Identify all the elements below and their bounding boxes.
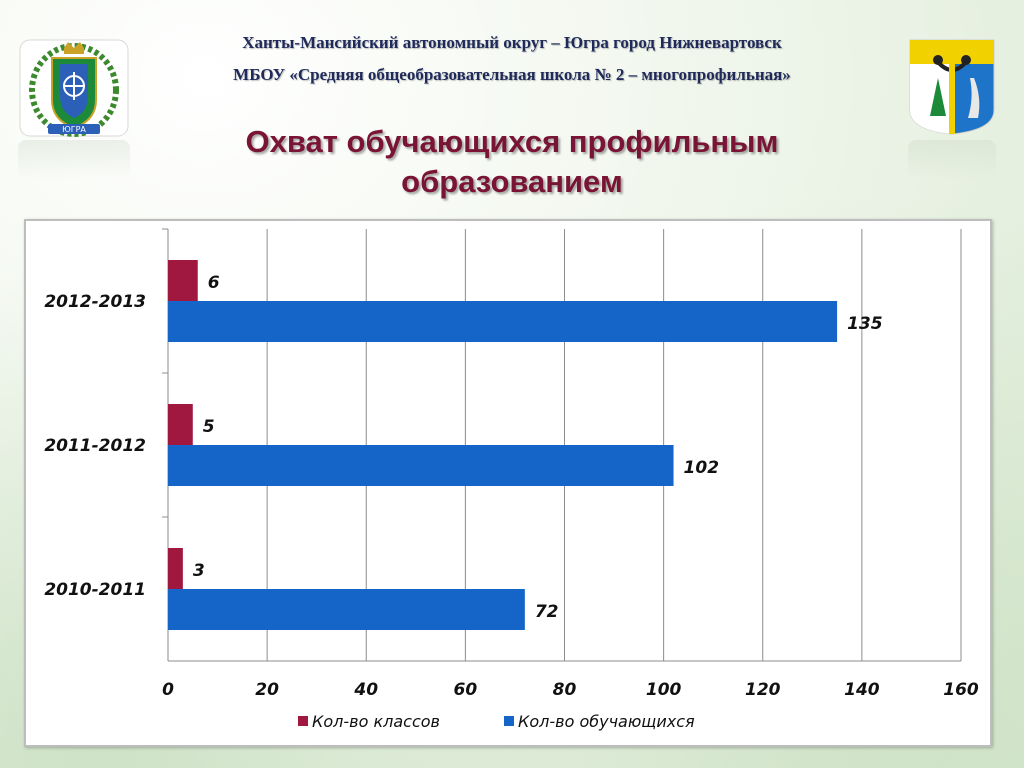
header-school-line: МБОУ «Средняя общеобразовательная школа …: [233, 65, 791, 84]
data-label: 72: [535, 602, 559, 622]
bar-students: [168, 589, 525, 630]
category-label: 2012-2013: [44, 292, 146, 312]
bar-students: [168, 445, 674, 486]
page-title-line1: Охват обучающихся профильным: [245, 124, 779, 159]
data-label: 3: [193, 561, 205, 581]
legend-label: Кол-во классов: [312, 712, 440, 731]
category-label: 2010-2011: [44, 580, 146, 600]
page-title: Охват обучающихся профильным образование…: [150, 122, 874, 202]
data-label: 6: [208, 273, 220, 293]
x-tick-label: 0: [162, 680, 174, 700]
legend-label: Кол-во обучающихся: [518, 712, 695, 731]
emblem-reflection: [18, 140, 130, 180]
page-title-line2: образованием: [401, 164, 623, 199]
bar-chart: 0 20 40 60 80 100 120 140 160 2010-2011 3 72 2011-20…: [44, 228, 979, 731]
coat-of-arms-nizhnevartovsk-icon: [908, 38, 996, 136]
legend-swatch: [298, 716, 308, 726]
x-tick-label: 80: [553, 680, 577, 700]
chart-frame: 0 20 40 60 80 100 120 140 160 2010-2011 3 72 2011-20…: [24, 219, 992, 747]
bar-classes: [168, 548, 183, 589]
bar-classes: [168, 260, 198, 301]
x-tick-label: 100: [646, 680, 682, 700]
coat-of-arms-yugra-icon: ЮГРА: [18, 38, 130, 138]
bar-students: [168, 301, 838, 342]
data-label: 5: [203, 417, 215, 437]
x-tick-label: 120: [745, 680, 781, 700]
svg-text:ЮГРА: ЮГРА: [62, 125, 86, 134]
x-tick-label: 160: [943, 680, 979, 700]
data-label: 135: [847, 314, 883, 334]
x-tick-label: 40: [353, 680, 378, 700]
header-region-line: Ханты-Мансийский автономный округ – Югра…: [242, 33, 782, 52]
legend-swatch: [504, 716, 514, 726]
bar-classes: [168, 404, 193, 445]
emblem-reflection: [908, 140, 996, 180]
data-label: 102: [684, 458, 720, 478]
x-tick-label: 60: [454, 680, 478, 700]
category-label: 2011-2012: [44, 436, 146, 456]
x-tick-label: 20: [255, 680, 279, 700]
x-tick-label: 140: [844, 680, 880, 700]
